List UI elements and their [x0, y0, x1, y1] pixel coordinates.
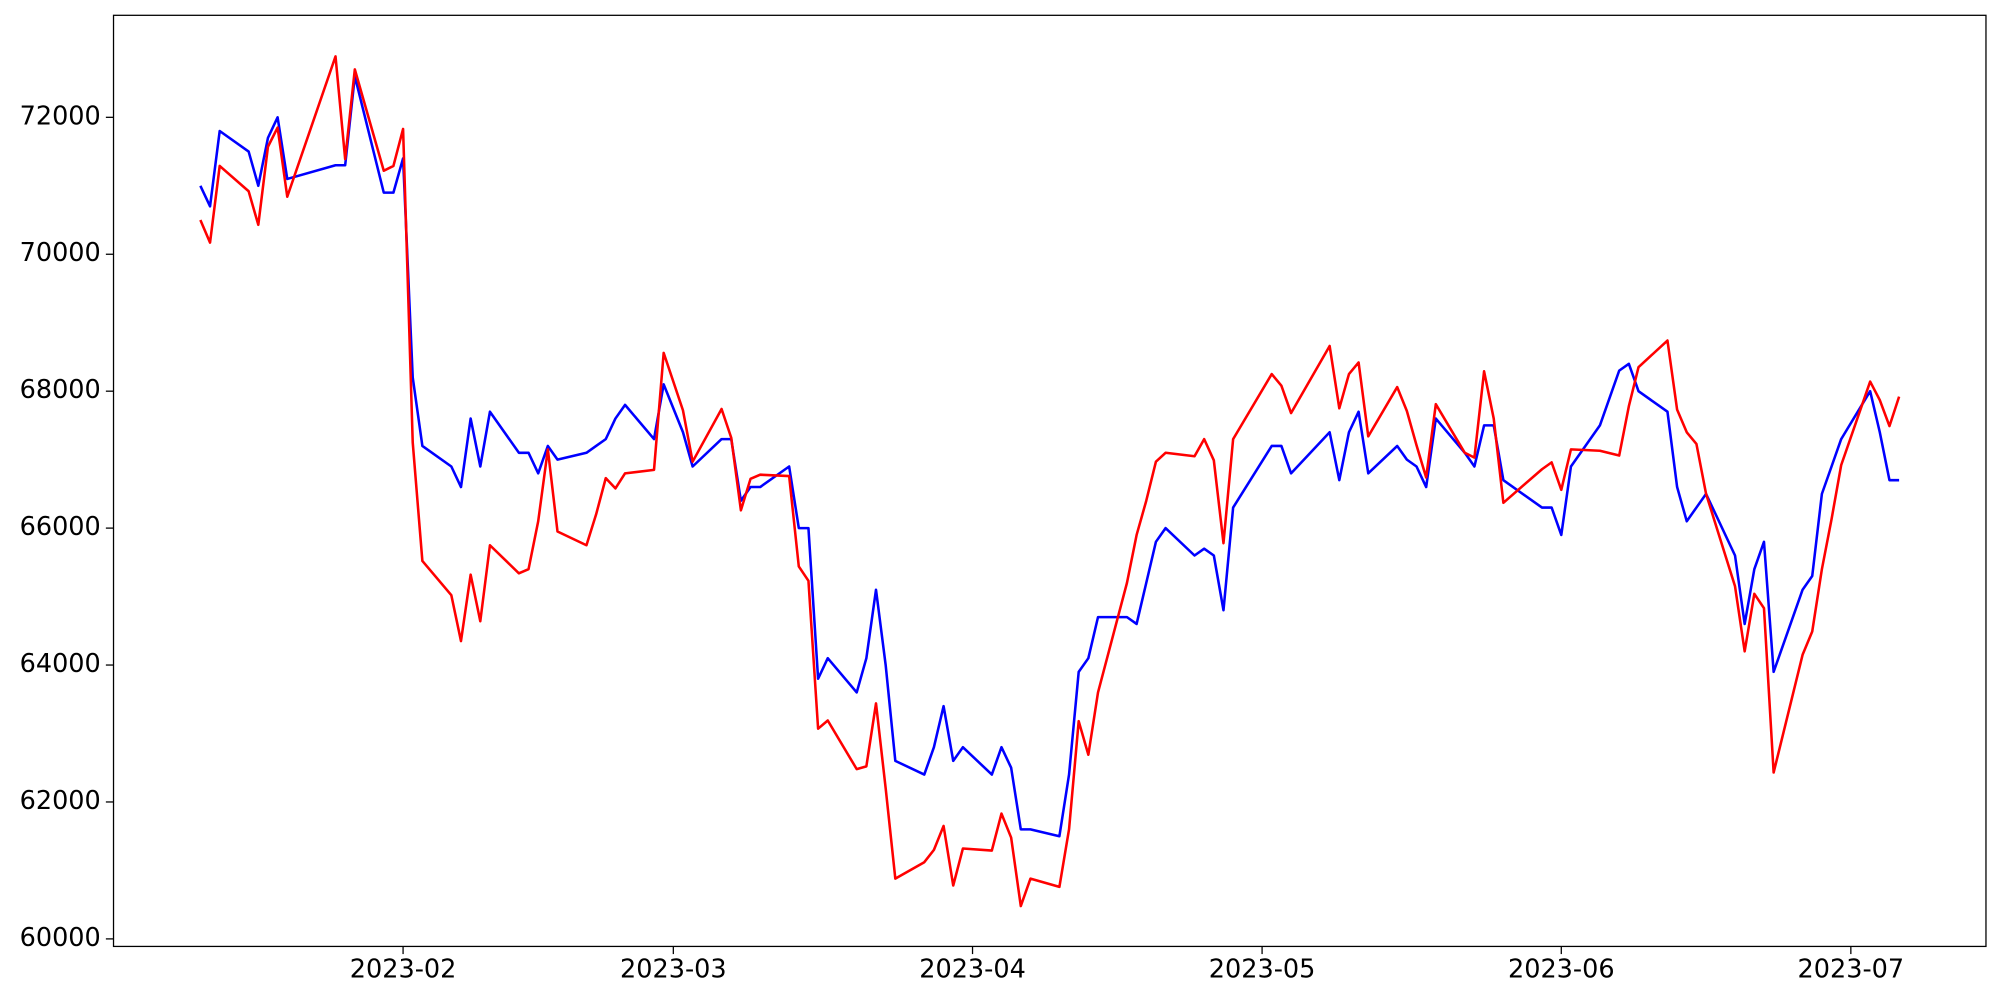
data-line: [199, 74, 1900, 838]
x-tick-label: 2023-04: [919, 955, 1026, 985]
y-tick-label: 62000: [20, 786, 101, 816]
y-tick-label: 60000: [20, 923, 101, 953]
x-tick-label: 2023-02: [350, 955, 457, 985]
y-tick-label: 66000: [20, 512, 101, 542]
x-tick-label: 2023-03: [620, 955, 727, 985]
y-tick-label: 64000: [20, 649, 101, 679]
y-tick-label: 72000: [20, 101, 101, 131]
x-tick-label: 2023-07: [1798, 955, 1905, 985]
x-tick-label: 2023-05: [1209, 955, 1316, 985]
y-tick-label: 68000: [20, 375, 101, 405]
plot-frame: [112, 14, 1987, 948]
data-line: [199, 55, 1901, 908]
x-tick-label: 2023-06: [1508, 955, 1615, 985]
y-tick-label: 70000: [20, 238, 101, 268]
